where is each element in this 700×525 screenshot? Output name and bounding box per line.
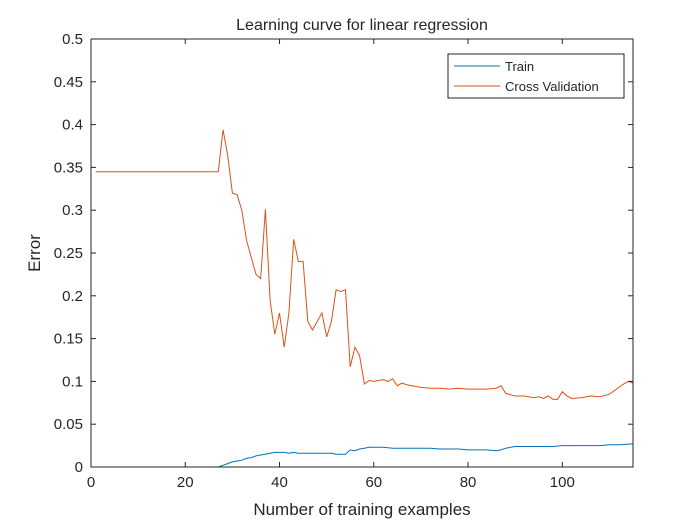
plot-area — [91, 39, 633, 467]
x-tick-label: 40 — [271, 474, 288, 491]
x-tick-label: 80 — [460, 474, 477, 491]
y-tick-label: 0.15 — [54, 331, 83, 348]
x-tick-label: 60 — [365, 474, 382, 491]
y-axis-title: Error — [25, 234, 44, 272]
legend-label: Train — [505, 59, 534, 74]
x-tick-label: 100 — [550, 474, 575, 491]
legend-box — [447, 53, 625, 99]
y-tick-label: 0.3 — [62, 202, 83, 219]
y-tick-label: 0.5 — [62, 31, 83, 48]
x-tick-label: 0 — [87, 474, 95, 491]
y-tick-label: 0.1 — [62, 373, 83, 390]
x-axis-title: Number of training examples — [253, 500, 470, 519]
legend-label: Cross Validation — [505, 79, 599, 94]
series-line-train — [95, 443, 634, 468]
y-tick-label: 0 — [75, 459, 83, 476]
y-tick-label: 0.4 — [62, 117, 83, 134]
legend: Train Cross Validation — [447, 53, 625, 99]
ticks-layer: 0 20 40 60 80 100 0 0.05 0.1 0.15 0.2 0.25 0.3 0.35 0.… — [54, 31, 633, 491]
series-line-cross-validation — [95, 129, 634, 400]
y-tick-label: 0.2 — [62, 288, 83, 305]
y-tick-label: 0.35 — [54, 159, 83, 176]
x-tick-label: 20 — [177, 474, 194, 491]
y-tick-label: 0.25 — [54, 245, 83, 262]
chart-title: Learning curve for linear regression — [236, 17, 488, 34]
y-tick-label: 0.05 — [54, 416, 83, 433]
y-tick-label: 0.45 — [54, 74, 83, 91]
series-layer — [95, 129, 634, 468]
